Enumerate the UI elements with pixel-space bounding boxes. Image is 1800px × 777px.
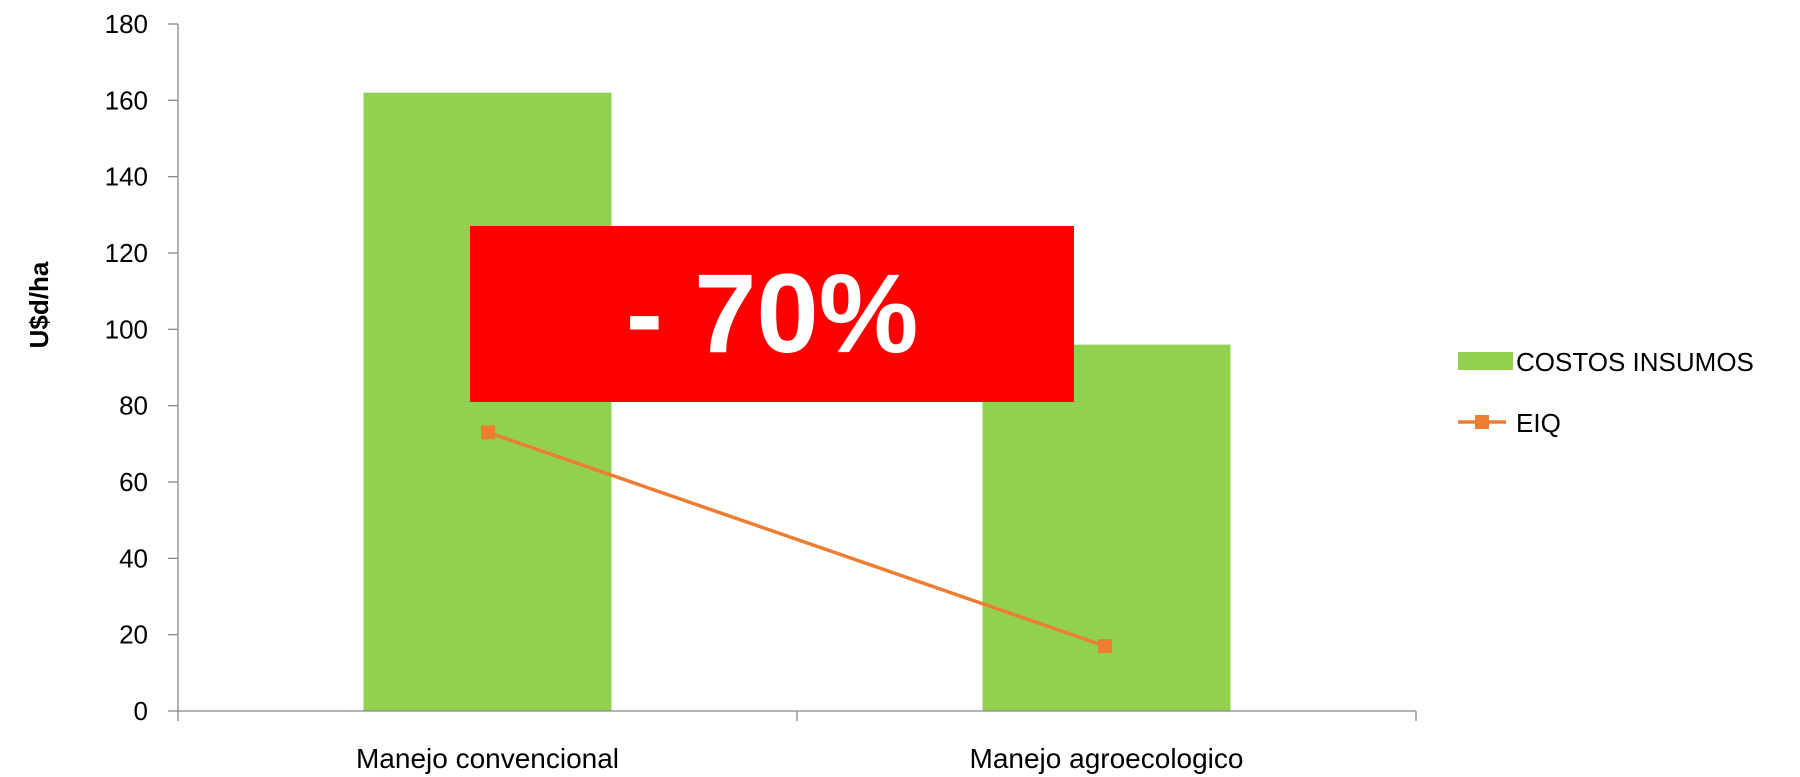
y-axis-title: U$d/ha — [24, 261, 54, 348]
eiq-point-2 — [1098, 639, 1112, 654]
legend: COSTOS INSUMOS EIQ — [1458, 347, 1754, 438]
y-tick-label: 160 — [105, 85, 148, 115]
callout-box — [470, 226, 1074, 402]
y-tick-label: 80 — [119, 391, 148, 421]
legend-label-eiq: EIQ — [1516, 408, 1561, 438]
y-tick-label: 20 — [119, 620, 148, 650]
x-category-label: Manejo agroecologico — [970, 743, 1244, 774]
x-category-label: Manejo convencional — [356, 743, 619, 774]
y-tick-label: 180 — [105, 9, 148, 39]
legend-label-costos: COSTOS INSUMOS — [1516, 347, 1754, 377]
y-tick-label: 140 — [105, 162, 148, 192]
plot-area: 0 20 40 60 80 100 120 140 160 180 Manejo convencio… — [105, 9, 1417, 774]
y-tick-label: 120 — [105, 238, 148, 268]
y-tick-label: 100 — [105, 314, 148, 344]
y-tick-label: 40 — [119, 543, 148, 573]
eiq-line — [487, 430, 1106, 648]
y-tick-label: 60 — [119, 467, 148, 497]
y-tick-label: 0 — [134, 696, 148, 726]
legend-swatch-costos — [1458, 352, 1513, 370]
callout-label: - 70% — [626, 251, 919, 376]
legend-marker-eiq — [1475, 415, 1489, 429]
eiq-point-1 — [481, 425, 495, 440]
